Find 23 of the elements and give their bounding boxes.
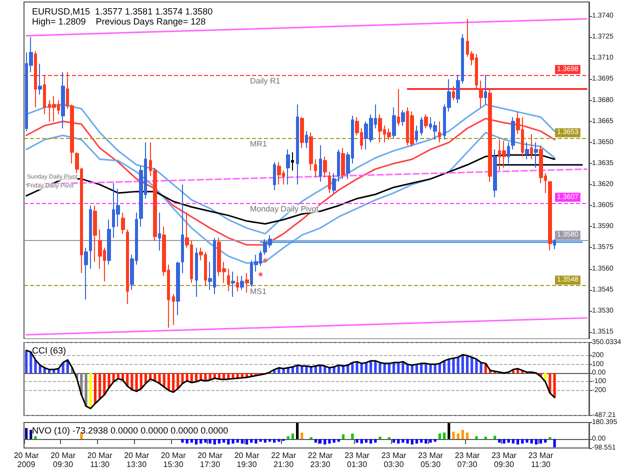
ref-line-label: MS1 xyxy=(250,287,267,296)
x-tick-label: 23 Mar 09:30 xyxy=(492,451,517,469)
x-tick-label: 20 Mar 17:30 xyxy=(198,451,223,469)
x-tick-label: 23 Mar 05:30 xyxy=(418,451,444,469)
x-tick-label: 20 Mar 2009 xyxy=(14,451,40,469)
x-tick-label: 23 Mar 03:30 xyxy=(381,451,407,469)
x-tick-label: 23 Mar 11:30 xyxy=(528,451,554,469)
x-tick-label: 20 Mar 11:30 xyxy=(87,451,113,469)
x-tick-label: 23 Mar 01:30 xyxy=(344,451,370,469)
chart-title: NVO (10) -73.2938 0.0000 0.0000 0.0000 0.0000 xyxy=(32,426,228,436)
x-tick-label: 20 Mar 09:30 xyxy=(50,451,76,469)
ref-line-label: MR1 xyxy=(250,140,268,149)
x-tick-label: 23 Mar 07:30 xyxy=(454,451,480,469)
x-tick-label: 20 Mar 13:30 xyxy=(124,451,150,469)
ref-line-label: Monday Daily Pivot xyxy=(250,204,320,214)
ref-line-label: Daily R1 xyxy=(250,76,281,86)
text: EURUSD,M15 1.3577 1.3581 1.3574 1.3580 xyxy=(32,6,213,16)
chart-title: CCI (63) xyxy=(32,346,66,356)
text: High= 1.2809 Previous Days Range= 128 xyxy=(32,16,206,26)
x-tick-label: 20 Mar 19:30 xyxy=(234,451,260,469)
x-tick-label: 22 Mar 23:30 xyxy=(308,451,334,469)
x-tick-label: 22 Mar 21:30 xyxy=(271,451,296,469)
x-tick-label: 20 Mar 15:30 xyxy=(160,451,186,469)
